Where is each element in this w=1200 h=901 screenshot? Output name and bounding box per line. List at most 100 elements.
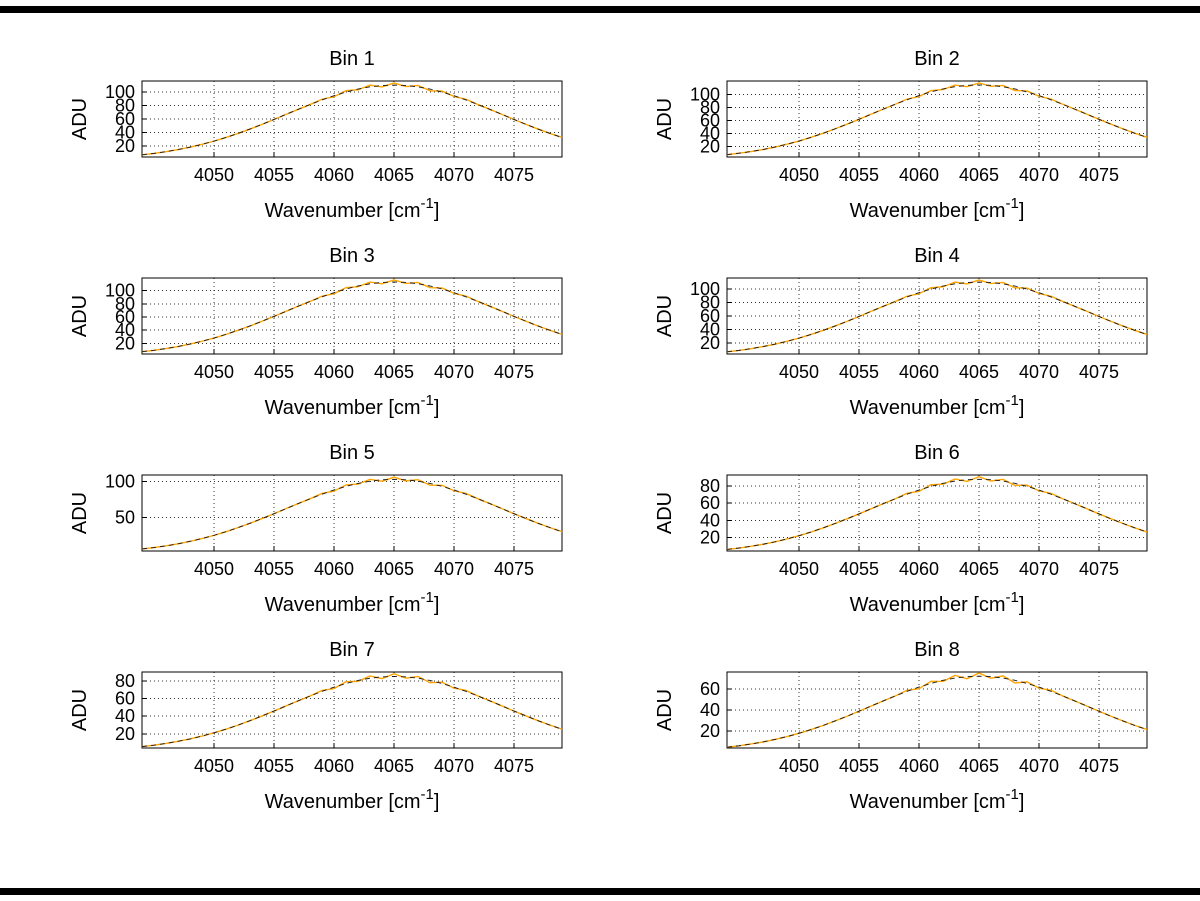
- x-tick-label: 4070: [434, 165, 474, 185]
- x-tick-label: 4055: [839, 559, 879, 579]
- y-tick-label: 40: [700, 700, 720, 720]
- x-tick-label: 4065: [959, 559, 999, 579]
- y-axis-label: ADU: [69, 98, 91, 140]
- x-tick-label: 4075: [494, 756, 534, 776]
- x-tick-label: 4060: [899, 756, 939, 776]
- y-tick-label: 80: [700, 98, 720, 118]
- curve-measured: [726, 672, 1148, 748]
- subplot-bin-7: Bin 7 20 40 60 80 4050 4055 4060 4065 4070 4075 ADU…: [12, 636, 590, 833]
- y-axis-label: ADU: [654, 98, 676, 140]
- curve-fit: [726, 281, 1148, 353]
- curve-fit: [141, 281, 563, 353]
- curve-fit: [141, 84, 563, 156]
- x-axis-label: Wavenumber [cm-1]: [265, 392, 440, 419]
- subplot-canvas: Bin 5 50 100 4050 4055 4060 4065 4070 4075 ADU Wav…: [69, 442, 563, 616]
- x-tick-label: 4075: [494, 559, 534, 579]
- curve-fit: [141, 675, 563, 748]
- x-tick-label: 4070: [434, 756, 474, 776]
- subplot-title: Bin 7: [329, 639, 375, 661]
- y-axis-label: ADU: [654, 295, 676, 337]
- y-tick-label: 60: [115, 109, 135, 129]
- x-tick-label: 4075: [1079, 559, 1119, 579]
- y-axis-label: ADU: [654, 689, 676, 731]
- y-tick-label: 20: [700, 721, 720, 741]
- x-tick-label: 4050: [194, 756, 234, 776]
- x-tick-label: 4065: [959, 362, 999, 382]
- y-tick-label: 80: [700, 292, 720, 312]
- y-tick-label: 100: [105, 281, 135, 301]
- y-tick-label: 60: [700, 111, 720, 131]
- x-axis-label: Wavenumber [cm-1]: [265, 195, 440, 222]
- window-chrome-top-bar: [0, 6, 1200, 13]
- x-tick-label: 4055: [254, 165, 294, 185]
- y-tick-label: 40: [115, 320, 135, 340]
- y-tick-label: 80: [115, 95, 135, 115]
- x-tick-label: 4070: [1019, 362, 1059, 382]
- subplot-bin-8: Bin 8 20 40 60 4050 4055 4060 4065 4070 4075 ADU Wa…: [597, 636, 1175, 833]
- x-tick-label: 4065: [374, 756, 414, 776]
- y-tick-label: 80: [115, 294, 135, 314]
- y-tick-label: 60: [115, 307, 135, 327]
- x-tick-label: 4055: [839, 165, 879, 185]
- subplot-bin-4: Bin 4 20 40 60 80 100 4050 4055 4060 4065 4070 4075…: [597, 242, 1175, 439]
- y-tick-label: 60: [700, 493, 720, 513]
- x-tick-label: 4060: [899, 559, 939, 579]
- y-tick-label: 40: [700, 320, 720, 340]
- y-tick-label: 40: [700, 124, 720, 144]
- x-tick-label: 4055: [839, 756, 879, 776]
- x-tick-label: 4050: [194, 165, 234, 185]
- x-tick-label: 4075: [1079, 756, 1119, 776]
- subplot-title: Bin 8: [914, 639, 960, 661]
- axes-box: [141, 277, 563, 355]
- curve-fit: [141, 478, 563, 550]
- y-axis-label: ADU: [69, 492, 91, 534]
- x-tick-label: 4060: [314, 362, 354, 382]
- x-tick-label: 4075: [1079, 362, 1119, 382]
- y-tick-label: 40: [115, 123, 135, 143]
- subplot-bin-1: Bin 1 20 40 60 80 100 4050 4055 4060 4065 4070 4075…: [12, 45, 590, 242]
- x-tick-label: 4070: [1019, 756, 1059, 776]
- x-tick-label: 4060: [314, 165, 354, 185]
- y-tick-label: 60: [700, 679, 720, 699]
- x-tick-label: 4065: [959, 756, 999, 776]
- y-tick-label: 100: [690, 85, 720, 105]
- x-axis-label: Wavenumber [cm-1]: [265, 589, 440, 616]
- y-tick-label: 100: [690, 279, 720, 299]
- y-tick-label: 80: [700, 476, 720, 496]
- y-axis-label: ADU: [69, 295, 91, 337]
- x-axis-label: Wavenumber [cm-1]: [850, 195, 1025, 222]
- y-tick-label: 80: [115, 671, 135, 691]
- y-tick-label: 20: [115, 136, 135, 156]
- x-tick-label: 4070: [434, 559, 474, 579]
- y-tick-label: 20: [115, 333, 135, 353]
- curve-fit: [726, 478, 1148, 550]
- y-tick-label: 20: [115, 724, 135, 744]
- x-tick-label: 4050: [194, 362, 234, 382]
- y-tick-label: 100: [105, 472, 135, 492]
- x-axis-label: Wavenumber [cm-1]: [850, 392, 1025, 419]
- x-tick-label: 4050: [779, 165, 819, 185]
- x-tick-label: 4060: [899, 165, 939, 185]
- x-tick-label: 4055: [254, 362, 294, 382]
- subplot-bin-6: Bin 6 20 40 60 80 4050 4055 4060 4065 4070 4075 ADU…: [597, 439, 1175, 636]
- y-tick-label: 20: [700, 527, 720, 547]
- x-tick-label: 4070: [434, 362, 474, 382]
- y-tick-label: 60: [115, 689, 135, 709]
- subplot-title: Bin 4: [914, 245, 960, 267]
- subplot-title: Bin 5: [329, 442, 375, 464]
- subplot-title: Bin 3: [329, 245, 375, 267]
- axes-box: [141, 671, 563, 749]
- y-tick-label: 20: [700, 333, 720, 353]
- x-tick-label: 4055: [839, 362, 879, 382]
- y-tick-label: 40: [700, 510, 720, 530]
- window-chrome-bottom-bar: [0, 888, 1200, 895]
- x-tick-label: 4060: [314, 559, 354, 579]
- y-tick-label: 50: [115, 508, 135, 528]
- subplot-bin-3: Bin 3 20 40 60 80 100 4050 4055 4060 4065 4070 4075…: [12, 242, 590, 439]
- curve-fit: [726, 84, 1148, 156]
- plots-grid: Bin 1 20 40 60 80 100 4050 4055 4060 4065 4070 4075…: [12, 45, 1175, 833]
